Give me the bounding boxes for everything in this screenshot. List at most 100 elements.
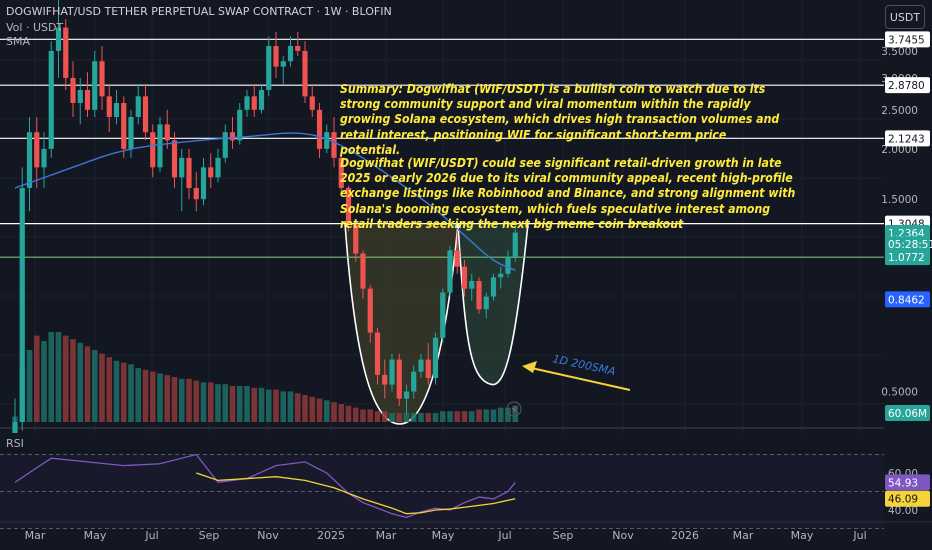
price-label-bg-1 bbox=[885, 77, 930, 94]
cup-right-curve bbox=[457, 223, 529, 386]
price-label-7: 0.8462 bbox=[888, 294, 925, 306]
volume-bar-6 bbox=[55, 332, 62, 422]
candle-50 bbox=[374, 332, 381, 375]
rsi-value-bg-1 bbox=[885, 490, 930, 507]
candle-22 bbox=[171, 140, 178, 178]
cup-left-curve bbox=[344, 223, 459, 425]
candle-19 bbox=[150, 132, 156, 168]
candle-47 bbox=[353, 224, 359, 254]
volume-bar-67 bbox=[497, 407, 504, 422]
volume-bar-46 bbox=[345, 405, 352, 422]
price-label-bg-5 bbox=[885, 236, 930, 253]
candle-45 bbox=[338, 157, 344, 188]
candle-30 bbox=[229, 132, 236, 141]
volume-bar-40 bbox=[302, 395, 308, 422]
volume-bar-69 bbox=[512, 405, 519, 422]
candle-67 bbox=[498, 273, 504, 278]
volume-bar-31 bbox=[236, 386, 243, 422]
volume-bar-17 bbox=[135, 368, 142, 422]
candle-41 bbox=[309, 96, 315, 110]
x-tick-3: Sep bbox=[199, 529, 220, 542]
rsi-value-0: 54.93 bbox=[888, 477, 918, 489]
volume-bar-13 bbox=[106, 357, 113, 422]
x-tick-0: Mar bbox=[25, 529, 46, 542]
candle-53 bbox=[396, 359, 402, 399]
x-tick-11: 2026 bbox=[671, 529, 699, 542]
volume-bar-9 bbox=[77, 342, 84, 422]
arrow-shaft bbox=[526, 366, 631, 391]
candle-12 bbox=[99, 61, 105, 97]
x-tick-5: 2025 bbox=[317, 529, 345, 542]
y-tick-5: 0.5000 bbox=[881, 386, 918, 398]
price-label-bg-0 bbox=[885, 31, 930, 48]
sma-path bbox=[14, 132, 516, 271]
price-label-5: 05:28:51 bbox=[888, 239, 932, 251]
volume-bar-56 bbox=[418, 413, 424, 422]
x-tick-7: May bbox=[432, 529, 455, 542]
volume-bar-14 bbox=[113, 360, 120, 422]
sma-arrow: 1D 200SMA⚡ bbox=[506, 352, 631, 417]
volume-bar-29 bbox=[222, 384, 229, 422]
volume-bar-58 bbox=[432, 413, 439, 422]
candle-63 bbox=[469, 281, 475, 289]
volume-bar-54 bbox=[403, 413, 410, 422]
rsi-value-bg-0 bbox=[885, 474, 930, 491]
x-tick-8: Jul bbox=[497, 529, 511, 542]
volume-bar-15 bbox=[120, 362, 127, 422]
volume-bar-66 bbox=[490, 409, 497, 422]
candle-9 bbox=[77, 89, 83, 103]
candle-44 bbox=[331, 132, 337, 158]
candle-20 bbox=[157, 124, 163, 168]
candle-23 bbox=[179, 157, 185, 178]
volume-bar-23 bbox=[178, 378, 185, 422]
candle-68 bbox=[505, 256, 511, 274]
candle-3 bbox=[34, 132, 40, 168]
candle-60 bbox=[447, 250, 453, 293]
volume-bar-11 bbox=[91, 350, 98, 422]
volume-value-label: 60.06M bbox=[888, 408, 927, 420]
rsi-ma-line bbox=[196, 472, 516, 515]
candle-43 bbox=[324, 132, 330, 149]
volume-bar-26 bbox=[200, 382, 207, 422]
volume-bar-42 bbox=[316, 398, 323, 422]
currency-button[interactable]: USDT bbox=[885, 5, 925, 29]
candle-64 bbox=[476, 281, 482, 310]
candle-59 bbox=[440, 292, 446, 338]
candle-57 bbox=[425, 359, 431, 379]
price-label-bg-7 bbox=[885, 291, 930, 308]
y-tick-2: 2.5000 bbox=[881, 105, 918, 117]
candle-18 bbox=[142, 96, 149, 133]
candle-65 bbox=[483, 296, 489, 310]
volume-bar-16 bbox=[128, 364, 134, 422]
volume-bar-55 bbox=[410, 413, 417, 422]
cup-pattern bbox=[344, 223, 884, 425]
volume-bar-61 bbox=[454, 411, 461, 422]
volume-bar-41 bbox=[309, 396, 316, 422]
price-label-1: 2.8780 bbox=[888, 80, 925, 92]
volume-label-bg bbox=[885, 405, 930, 421]
candle-31 bbox=[237, 109, 243, 141]
volume-bar-64 bbox=[476, 409, 482, 422]
summary-annotation: Summary: Dogwifhat (WIF/USDT) is a bulli… bbox=[340, 82, 780, 157]
volume-bar-33 bbox=[251, 387, 258, 422]
candle-38 bbox=[287, 46, 294, 62]
detail-annotation: Dogwifhat (WIF/USDT) could see significa… bbox=[340, 156, 796, 231]
candle-56 bbox=[418, 359, 424, 372]
candle-61 bbox=[454, 250, 460, 267]
volume-bar-68 bbox=[505, 407, 511, 422]
x-tick-10: Nov bbox=[612, 529, 634, 542]
candle-32 bbox=[244, 96, 250, 110]
volume-bar-5 bbox=[48, 332, 55, 422]
candle-16 bbox=[128, 116, 134, 149]
rsi-line bbox=[14, 453, 516, 519]
volume-bar-18 bbox=[142, 369, 149, 422]
volume-bar-59 bbox=[439, 411, 446, 422]
volume-bar-21 bbox=[164, 375, 171, 422]
candle-28 bbox=[215, 157, 221, 178]
volume-bar-24 bbox=[186, 378, 192, 422]
volume-bar-8 bbox=[70, 339, 76, 422]
candle-17 bbox=[135, 96, 141, 117]
x-tick-4: Nov bbox=[257, 529, 279, 542]
candles bbox=[12, 0, 518, 481]
